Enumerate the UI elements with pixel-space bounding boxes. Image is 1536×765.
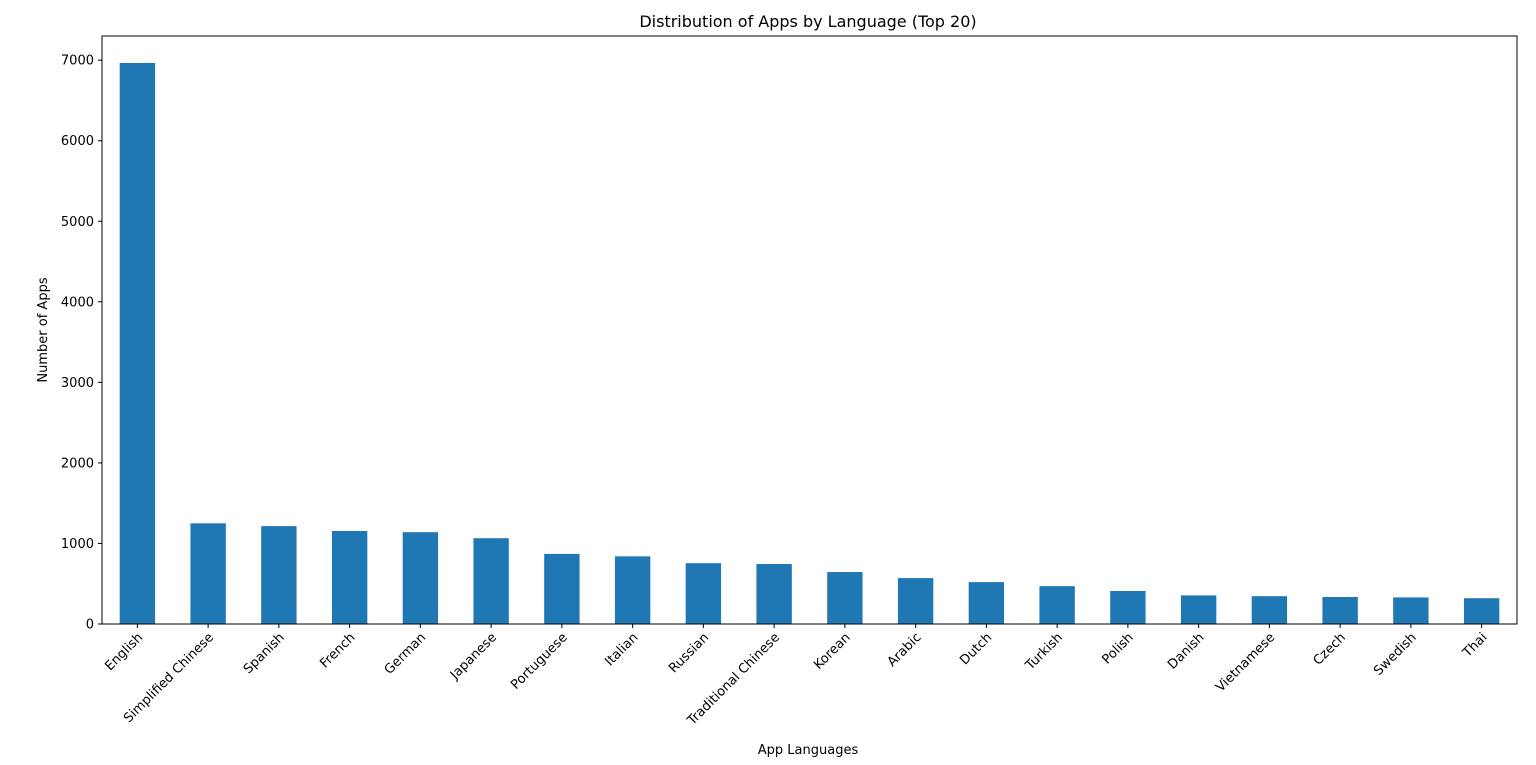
bar-portuguese <box>544 553 580 624</box>
y-axis: 0 1000 2000 3000 4000 5000 6000 7000 <box>61 54 102 633</box>
bar-danish <box>1180 595 1217 624</box>
bar-french <box>331 530 368 624</box>
x-tick-label: Portuguese <box>508 630 570 692</box>
y-tick-label: 6000 <box>61 134 94 149</box>
bar-spanish <box>261 526 297 624</box>
bar-arabic <box>897 578 934 624</box>
bars-group <box>119 62 1500 625</box>
x-tick-label: Arabic <box>885 630 925 670</box>
y-tick-label: 3000 <box>61 376 94 391</box>
bar-polish <box>1110 590 1146 624</box>
x-tick-label: Korean <box>811 630 853 672</box>
x-tick-label: Czech <box>1311 630 1349 668</box>
bar-traditional-chinese <box>756 563 792 624</box>
x-tick-label: Italian <box>602 630 641 669</box>
x-tick-label: Swedish <box>1371 630 1420 679</box>
x-tick-label: Spanish <box>241 630 288 677</box>
bar-korean <box>827 572 863 624</box>
x-tick-label: Turkish <box>1022 630 1066 674</box>
x-tick-label: German <box>382 630 429 677</box>
x-tick-label: French <box>317 630 358 671</box>
y-tick-label: 0 <box>86 618 94 633</box>
x-tick-label: Japanese <box>447 630 500 683</box>
y-tick-label: 2000 <box>61 456 94 471</box>
bar-german <box>402 532 439 624</box>
x-tick-label: Polish <box>1100 630 1137 667</box>
bar-italian <box>614 556 651 624</box>
y-tick-label: 4000 <box>61 295 94 310</box>
bar-dutch <box>968 582 1005 624</box>
chart-title: Distribution of Apps by Language (Top 20… <box>639 12 976 31</box>
x-tick-label: English <box>102 630 146 674</box>
plot-frame <box>101 35 1518 625</box>
x-tick-label: Dutch <box>957 630 995 668</box>
bar-russian <box>685 563 722 624</box>
y-axis-label: Number of Apps <box>36 277 51 382</box>
x-axis-label: App Languages <box>758 743 859 758</box>
y-tick-label: 1000 <box>61 537 94 552</box>
bar-czech <box>1322 597 1358 624</box>
bar-swedish <box>1393 597 1429 624</box>
bar-vietnamese <box>1251 596 1288 624</box>
y-tick-label: 5000 <box>61 215 94 230</box>
bar-turkish <box>1039 586 1075 624</box>
x-tick-label: Russian <box>666 630 712 676</box>
x-tick-label: Vietnamese <box>1213 630 1278 695</box>
bar-japanese <box>473 538 509 624</box>
y-tick-label: 7000 <box>61 54 94 69</box>
bar-thai <box>1463 598 1500 624</box>
x-tick-label: Danish <box>1165 630 1207 672</box>
x-tick-label: Thai <box>1460 630 1491 661</box>
bar-simplified-chinese <box>190 523 226 624</box>
bar-english <box>119 62 156 625</box>
